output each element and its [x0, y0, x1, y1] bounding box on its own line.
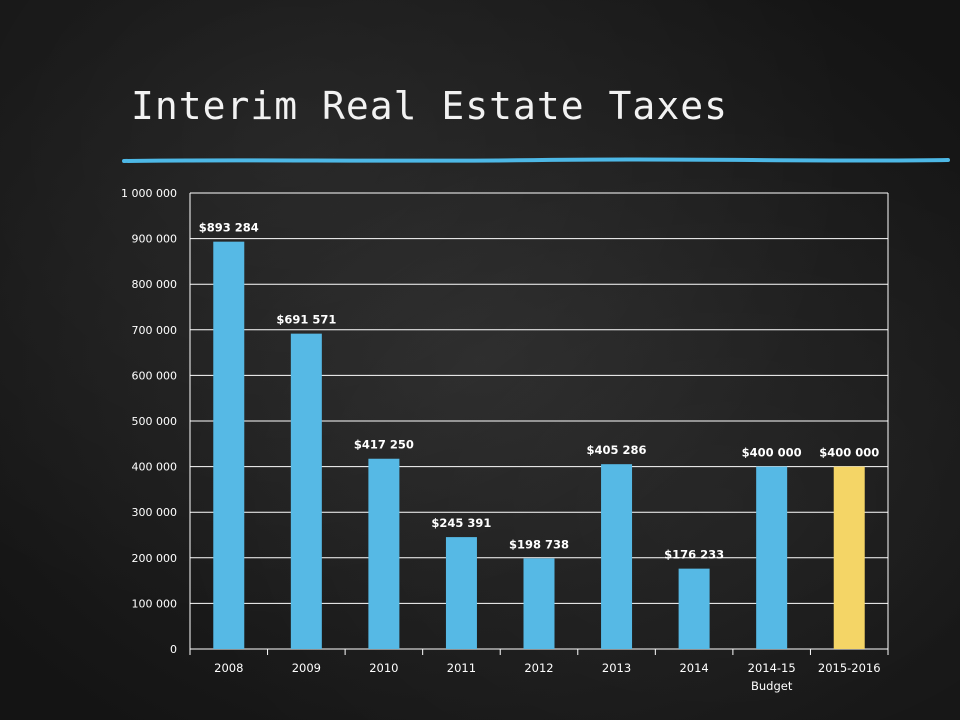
x-tick-label: 2011	[447, 661, 476, 675]
data-label: $176 233	[664, 548, 724, 562]
x-tick-label: 2014-15	[748, 661, 796, 675]
data-label: $691 571	[276, 313, 336, 327]
bar	[523, 558, 555, 649]
x-tick-sublabel: Budget	[751, 679, 793, 693]
data-label: $405 286	[587, 443, 647, 457]
y-tick-label: 200 000	[132, 552, 178, 565]
y-tick-label: 900 000	[132, 233, 178, 246]
slide-title: Interim Real Estate Taxes	[131, 84, 728, 128]
x-tick-label: 2015-2016	[818, 661, 881, 675]
y-tick-label: 300 000	[132, 506, 178, 519]
data-label: $400 000	[742, 446, 802, 460]
bar	[601, 464, 633, 649]
bar	[213, 241, 245, 650]
y-tick-label: 0	[170, 643, 177, 656]
x-tick-label: 2010	[369, 661, 398, 675]
x-tick-label: 2012	[524, 661, 553, 675]
bar	[445, 537, 477, 649]
data-label: $893 284	[199, 221, 259, 235]
y-tick-label: 700 000	[132, 324, 178, 337]
bar	[833, 466, 865, 649]
y-tick-label: 500 000	[132, 415, 178, 428]
bar	[290, 333, 322, 649]
bar	[368, 458, 400, 649]
y-tick-label: 100 000	[132, 597, 178, 610]
data-label: $198 738	[509, 537, 569, 551]
bar	[756, 466, 788, 649]
data-label: $417 250	[354, 438, 414, 452]
y-tick-label: 600 000	[132, 369, 178, 382]
x-tick-label: 2008	[214, 661, 243, 675]
x-tick-label: 2014	[679, 661, 708, 675]
x-tick-label: 2009	[292, 661, 321, 675]
bar	[678, 568, 710, 649]
y-tick-label: 400 000	[132, 461, 178, 474]
data-label: $400 000	[819, 446, 879, 460]
y-tick-label: 1 000 000	[121, 187, 177, 200]
title-underline	[122, 157, 950, 163]
data-label: $245 391	[431, 516, 491, 530]
underline-stroke	[122, 157, 950, 163]
y-tick-label: 800 000	[132, 278, 178, 291]
x-tick-label: 2013	[602, 661, 631, 675]
